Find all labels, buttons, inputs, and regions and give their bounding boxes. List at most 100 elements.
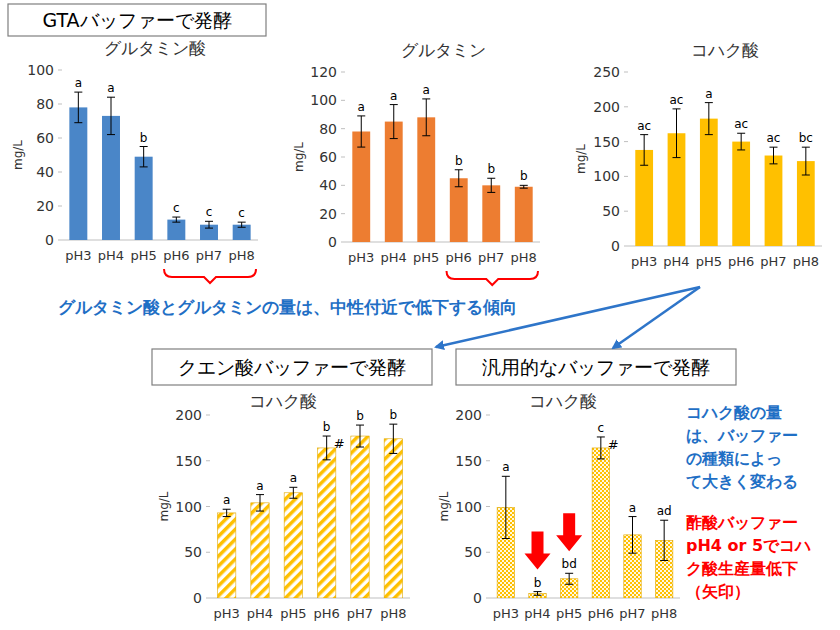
y-tick-label: 100 xyxy=(175,499,202,515)
y-tick xyxy=(206,460,210,461)
significance-letter: ac xyxy=(670,93,684,107)
significance-letter: b xyxy=(140,131,148,145)
error-bar xyxy=(172,217,180,222)
annotation: ク酸生産量低下 xyxy=(686,559,798,578)
error-bar xyxy=(357,116,365,147)
x-tick-label: pH4 xyxy=(381,250,407,265)
y-tick-label: 20 xyxy=(36,198,54,214)
section-title: GTAバッファーで発酵 xyxy=(42,9,231,31)
y-tick xyxy=(58,70,62,71)
x-tick-label: pH3 xyxy=(631,254,657,269)
significance-letter: c xyxy=(598,421,605,435)
significance-letter: a xyxy=(107,81,114,95)
y-tick-label: 250 xyxy=(593,64,620,80)
x-tick-label: pH5 xyxy=(280,606,306,621)
y-label: mg/L xyxy=(437,491,451,521)
red-arrow xyxy=(556,513,582,551)
y-tick-label: 50 xyxy=(602,203,620,219)
y-tick-label: 150 xyxy=(593,134,620,150)
bar xyxy=(765,156,783,246)
marks xyxy=(497,437,673,598)
significance-letter: a xyxy=(502,460,509,474)
blue-arrow xyxy=(613,287,700,348)
significance-letter: c xyxy=(206,205,213,219)
x-axis xyxy=(345,242,540,243)
significance-letter: b xyxy=(534,576,542,590)
marks xyxy=(218,424,403,598)
marks xyxy=(69,92,250,240)
marks xyxy=(352,99,532,242)
y-tick xyxy=(206,552,210,553)
x-tick-label: pH5 xyxy=(131,248,157,263)
y-tick xyxy=(341,72,345,73)
y-tick xyxy=(341,157,345,158)
significance-letter: b xyxy=(455,154,463,168)
y-tick-label: 100 xyxy=(310,92,337,108)
y-tick-label: 200 xyxy=(593,99,620,115)
y-tick-label: 0 xyxy=(328,234,337,250)
x-tick-label: pH8 xyxy=(380,606,406,621)
y-label: mg/L xyxy=(157,491,171,521)
error-bar xyxy=(534,592,542,596)
error-bar xyxy=(455,170,463,187)
annotation: コハク酸の量 xyxy=(686,403,782,422)
y-tick-label: 0 xyxy=(611,238,620,254)
bar xyxy=(482,185,500,242)
y-tick xyxy=(486,506,490,507)
y-tick xyxy=(206,598,210,599)
y-tick xyxy=(486,552,490,553)
bar xyxy=(167,220,185,240)
error-bar xyxy=(107,97,115,134)
bar xyxy=(251,503,269,598)
y-label: mg/L xyxy=(574,144,588,174)
y-tick-label: 60 xyxy=(319,149,337,165)
annotation: pH4 or 5でコハ xyxy=(686,536,811,555)
y-tick-label: 40 xyxy=(36,164,54,180)
y-tick xyxy=(58,206,62,207)
annotation: （矢印） xyxy=(686,582,750,601)
y-tick-label: 150 xyxy=(455,453,482,469)
y-tick xyxy=(624,141,628,142)
error-bar xyxy=(660,520,668,560)
y-tick xyxy=(58,240,62,241)
significance-letter: b xyxy=(356,409,364,423)
y-tick xyxy=(341,100,345,101)
y-tick xyxy=(624,176,628,177)
y-tick xyxy=(624,211,628,212)
y-tick-label: 80 xyxy=(36,96,54,112)
y-tick xyxy=(486,460,490,461)
x-tick-label: pH4 xyxy=(247,606,273,621)
x-tick-label: pH8 xyxy=(511,250,537,265)
x-tick-label: pH6 xyxy=(588,606,614,621)
error-bar xyxy=(502,476,510,538)
x-tick-label: pH5 xyxy=(413,250,439,265)
error-bar xyxy=(802,147,810,175)
bar xyxy=(352,132,370,243)
y-tick xyxy=(206,506,210,507)
y-tick xyxy=(58,172,62,173)
chart-title: コハク酸 xyxy=(691,40,759,60)
significance-letter: c xyxy=(173,201,180,215)
x-tick-label: pH7 xyxy=(196,248,222,263)
bar xyxy=(218,513,236,598)
error-bar xyxy=(629,517,637,554)
annotation: グルタミン酸とグルタミンの量は、中性付近で低下する傾向 xyxy=(58,297,517,317)
x-tick-label: pH4 xyxy=(98,248,124,263)
y-tick-label: 100 xyxy=(593,168,620,184)
y-tick-label: 150 xyxy=(175,453,202,469)
x-axis xyxy=(62,240,258,241)
significance-letter: b xyxy=(487,162,495,176)
significance-letter: bd xyxy=(562,557,577,571)
significance-letter: a xyxy=(256,479,263,493)
bar xyxy=(592,448,609,598)
error-bar xyxy=(74,92,82,123)
x-tick-label: pH8 xyxy=(229,248,255,263)
x-tick-label: pH3 xyxy=(493,606,519,621)
chart: コハク酸mg/L050100150200250acpH3acpH4apH5acp… xyxy=(574,40,822,269)
chart: コハク酸mg/L050100150200apH3apH4apH5b#pH6bpH… xyxy=(157,391,410,621)
bracket xyxy=(447,271,539,285)
chart-title: コハク酸 xyxy=(249,391,317,411)
significance-letter: a xyxy=(75,76,82,90)
y-tick-label: 0 xyxy=(193,590,202,606)
error-bar xyxy=(289,487,297,498)
